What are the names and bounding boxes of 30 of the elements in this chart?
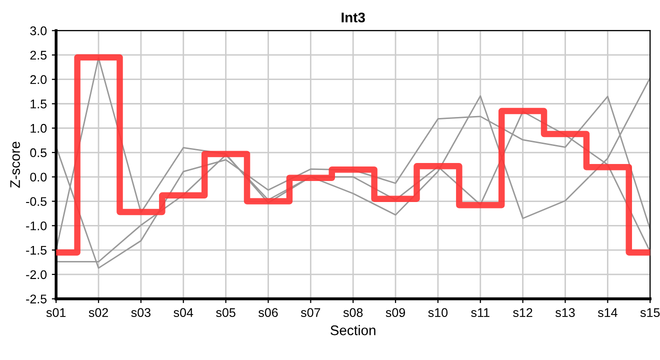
- x-tick-label: s04: [174, 308, 194, 318]
- x-tick-label: s15: [640, 308, 660, 318]
- x-tick-label: s09: [386, 308, 406, 318]
- x-tick-label: s07: [300, 308, 320, 318]
- x-tick-label: s03: [131, 308, 150, 318]
- x-tick-label: s14: [598, 308, 618, 318]
- y-tick-label: 1.0: [30, 124, 47, 133]
- y-tick-label: 1.5: [30, 100, 47, 108]
- y-tick-label: -0.5: [26, 197, 47, 206]
- x-tick-label: s05: [216, 308, 236, 318]
- y-tick-label: -2.5: [26, 294, 47, 304]
- x-axis-title: Section: [330, 325, 376, 336]
- y-tick-label: -1.5: [26, 246, 47, 255]
- x-tick-label: s10: [428, 308, 448, 318]
- x-tick-label: s13: [556, 308, 575, 318]
- y-axis-title: Z-score: [10, 142, 20, 188]
- x-tick-label: s11: [471, 308, 490, 318]
- y-tick-label: 3.0: [30, 26, 47, 36]
- y-tick-label: -1.0: [26, 221, 47, 230]
- y-tick-label: -2.0: [26, 270, 47, 280]
- x-tick-label: s08: [343, 308, 363, 318]
- y-tick-label: 2.5: [30, 50, 47, 60]
- x-tick-label: s06: [258, 308, 278, 318]
- x-tick-label: s12: [513, 308, 532, 318]
- x-tick-label: s01: [46, 308, 66, 318]
- chart-title: Int3: [342, 12, 365, 22]
- y-tick-label: 2.0: [30, 75, 47, 84]
- y-tick-label: 0.0: [30, 172, 47, 182]
- y-tick-label: 0.5: [30, 148, 47, 158]
- x-tick-label: s02: [88, 308, 108, 318]
